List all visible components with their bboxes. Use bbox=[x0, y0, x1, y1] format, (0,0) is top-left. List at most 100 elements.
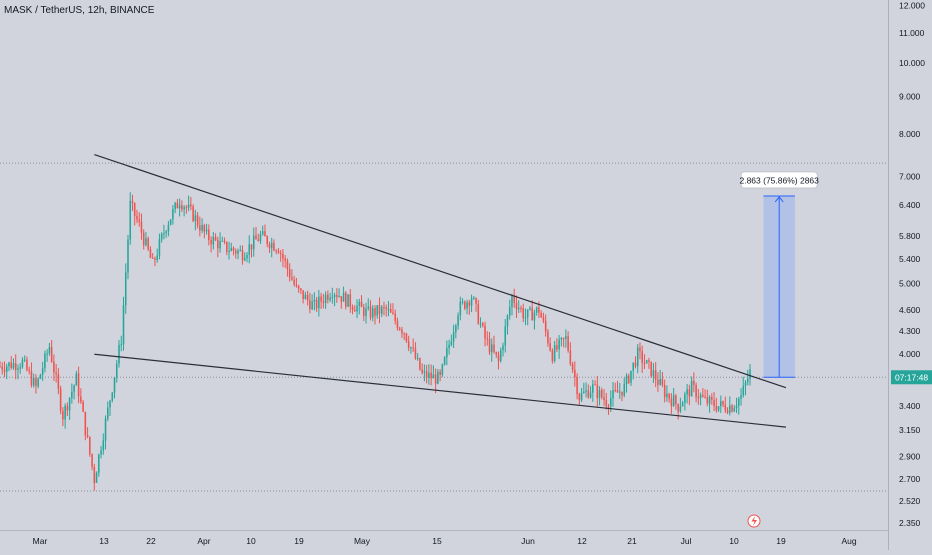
candle-body[interactable] bbox=[336, 295, 338, 297]
candle-body[interactable] bbox=[187, 204, 190, 208]
candle-body[interactable] bbox=[441, 364, 444, 375]
candle-body[interactable] bbox=[663, 385, 666, 398]
candle-body[interactable] bbox=[66, 405, 69, 411]
candle-body[interactable] bbox=[266, 236, 268, 245]
candle-body[interactable] bbox=[531, 307, 533, 321]
candle-body[interactable] bbox=[567, 336, 569, 351]
candle-body[interactable] bbox=[356, 305, 358, 312]
candle-body[interactable] bbox=[724, 404, 727, 411]
candle-body[interactable] bbox=[560, 338, 563, 340]
candle-body[interactable] bbox=[291, 277, 293, 280]
candle-body[interactable] bbox=[434, 374, 437, 384]
candle-body[interactable] bbox=[522, 308, 524, 319]
candle-body[interactable] bbox=[443, 357, 446, 365]
candle-body[interactable] bbox=[86, 435, 89, 437]
candle-body[interactable] bbox=[210, 239, 212, 245]
candle-body[interactable] bbox=[569, 350, 572, 364]
candle-body[interactable] bbox=[439, 371, 441, 375]
candle-body[interactable] bbox=[145, 238, 147, 246]
candle-body[interactable] bbox=[648, 360, 650, 362]
candle-body[interactable] bbox=[746, 378, 749, 383]
candle-body[interactable] bbox=[466, 302, 468, 309]
candle-body[interactable] bbox=[82, 401, 84, 412]
candle-body[interactable] bbox=[535, 307, 538, 313]
candle-body[interactable] bbox=[275, 250, 277, 252]
candle-body[interactable] bbox=[605, 400, 608, 407]
candle-body[interactable] bbox=[118, 344, 120, 364]
candle-body[interactable] bbox=[679, 406, 682, 412]
candle-body[interactable] bbox=[524, 317, 527, 319]
candle-body[interactable] bbox=[167, 224, 170, 232]
candle-body[interactable] bbox=[583, 391, 585, 393]
candle-body[interactable] bbox=[457, 315, 459, 326]
candle-body[interactable] bbox=[470, 298, 473, 306]
candle-body[interactable] bbox=[468, 302, 471, 306]
candle-body[interactable] bbox=[652, 370, 655, 377]
candle-body[interactable] bbox=[62, 410, 64, 420]
candle-body[interactable] bbox=[618, 391, 621, 393]
candle-body[interactable] bbox=[250, 244, 253, 250]
candle-body[interactable] bbox=[421, 369, 423, 373]
candle-body[interactable] bbox=[432, 374, 435, 379]
candle-body[interactable] bbox=[576, 377, 578, 395]
candle-body[interactable] bbox=[158, 239, 161, 256]
candle-body[interactable] bbox=[580, 392, 583, 401]
candle-body[interactable] bbox=[71, 391, 73, 398]
candle-body[interactable] bbox=[740, 395, 742, 399]
candle-body[interactable] bbox=[77, 373, 80, 397]
candle-body[interactable] bbox=[502, 345, 504, 351]
candle-body[interactable] bbox=[423, 371, 426, 373]
candle-body[interactable] bbox=[32, 378, 35, 386]
candle-body[interactable] bbox=[407, 341, 410, 348]
candle-body[interactable] bbox=[614, 389, 617, 391]
candle-body[interactable] bbox=[181, 205, 183, 210]
candle-body[interactable] bbox=[113, 377, 116, 393]
candle-body[interactable] bbox=[205, 229, 208, 232]
candle-body[interactable] bbox=[192, 206, 194, 221]
candle-body[interactable] bbox=[616, 390, 619, 393]
candle-body[interactable] bbox=[95, 472, 98, 483]
candle-body[interactable] bbox=[677, 404, 679, 412]
candle-body[interactable] bbox=[699, 394, 702, 398]
candle-body[interactable] bbox=[178, 205, 181, 209]
candle-body[interactable] bbox=[154, 258, 156, 260]
candle-body[interactable] bbox=[35, 378, 37, 387]
candle-body[interactable] bbox=[419, 358, 421, 370]
candle-body[interactable] bbox=[369, 306, 372, 318]
candle-body[interactable] bbox=[744, 382, 747, 386]
candle-body[interactable] bbox=[172, 209, 174, 220]
candle-body[interactable] bbox=[574, 369, 576, 378]
candle-body[interactable] bbox=[508, 307, 511, 316]
candle-body[interactable] bbox=[8, 362, 10, 367]
candle-body[interactable] bbox=[657, 379, 659, 385]
candle-body[interactable] bbox=[482, 323, 484, 326]
candle-body[interactable] bbox=[228, 250, 230, 252]
candle-body[interactable] bbox=[688, 389, 691, 397]
candle-body[interactable] bbox=[309, 300, 311, 310]
trendline-lower[interactable] bbox=[94, 353, 786, 428]
candle-body[interactable] bbox=[654, 370, 657, 380]
candle-body[interactable] bbox=[477, 303, 480, 324]
candle-body[interactable] bbox=[544, 320, 547, 332]
candle-body[interactable] bbox=[217, 240, 219, 249]
candle-body[interactable] bbox=[495, 351, 498, 355]
candle-body[interactable] bbox=[89, 436, 91, 455]
candle-body[interactable] bbox=[681, 402, 684, 407]
candle-body[interactable] bbox=[612, 389, 614, 399]
candle-body[interactable] bbox=[542, 317, 545, 321]
candle-body[interactable] bbox=[749, 369, 751, 379]
candle-body[interactable] bbox=[194, 215, 197, 221]
candle-body[interactable] bbox=[277, 251, 280, 253]
candle-body[interactable] bbox=[556, 345, 558, 350]
candle-body[interactable] bbox=[365, 308, 367, 317]
candle-body[interactable] bbox=[517, 307, 520, 309]
candle-body[interactable] bbox=[473, 298, 475, 300]
candle-body[interactable] bbox=[196, 215, 199, 226]
candle-body[interactable] bbox=[358, 301, 361, 306]
candle-body[interactable] bbox=[479, 323, 482, 325]
candle-body[interactable] bbox=[553, 345, 556, 362]
candle-body[interactable] bbox=[324, 294, 327, 303]
candle-body[interactable] bbox=[398, 328, 401, 330]
candle-body[interactable] bbox=[44, 353, 46, 369]
candle-body[interactable] bbox=[742, 385, 745, 396]
